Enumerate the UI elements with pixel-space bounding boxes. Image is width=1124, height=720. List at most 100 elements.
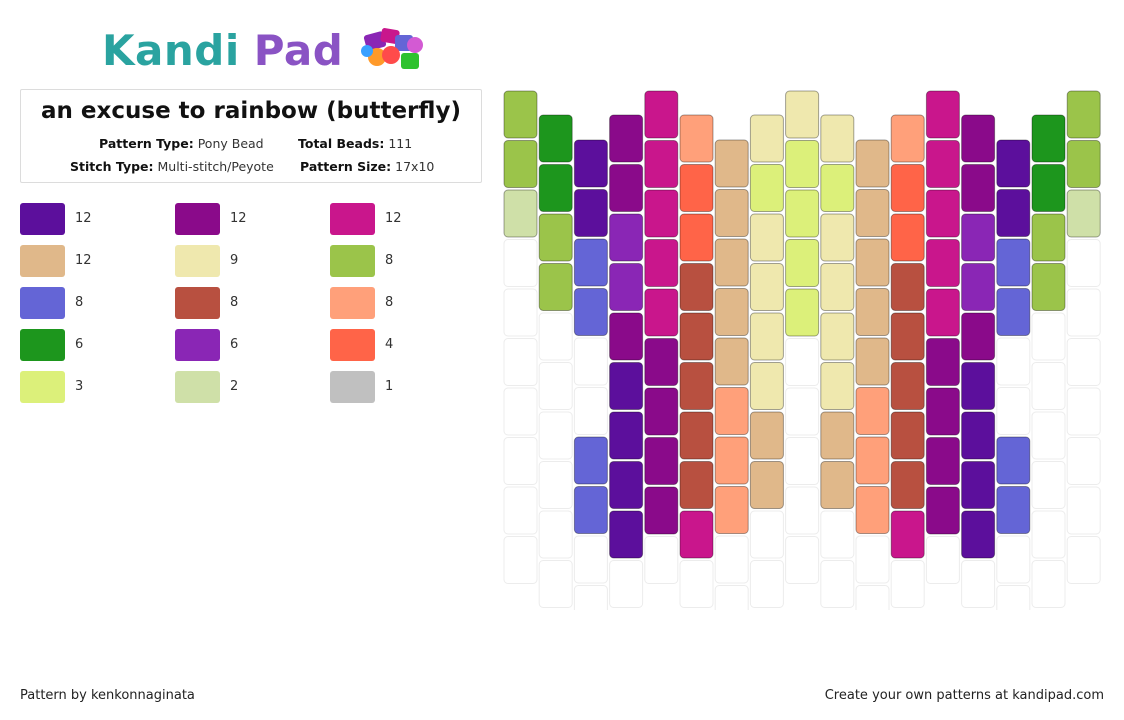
pattern-info-box: an excuse to rainbow (butterfly) Pattern…	[20, 89, 482, 183]
kandipad-link[interactable]: Create your own patterns at kandipad.com	[824, 688, 1104, 703]
bead	[925, 486, 960, 535]
bead	[996, 189, 1031, 237]
legend-swatch	[20, 203, 65, 235]
legend-swatch	[20, 371, 65, 403]
legend-swatch	[175, 203, 220, 235]
empty-bead	[714, 585, 749, 610]
bead	[609, 263, 644, 311]
bead	[785, 189, 820, 238]
bead	[749, 411, 784, 460]
bead	[749, 263, 784, 311]
bead	[785, 239, 820, 287]
bead	[961, 263, 996, 311]
empty-bead	[503, 387, 538, 436]
empty-bead	[749, 560, 784, 608]
legend-swatch	[20, 245, 65, 277]
bead	[855, 337, 890, 386]
bead	[749, 362, 784, 410]
bead	[925, 239, 960, 287]
empty-bead	[1031, 362, 1066, 410]
empty-bead	[1031, 560, 1066, 608]
pattern-type: Pattern Type: Pony Bead	[99, 136, 264, 151]
empty-bead	[925, 536, 960, 584]
bead	[1031, 164, 1066, 212]
bead	[925, 288, 960, 337]
bead-pattern-grid	[503, 90, 1101, 610]
bead	[714, 288, 749, 336]
bead	[714, 387, 749, 435]
bead	[679, 213, 714, 262]
bead	[925, 90, 960, 139]
legend-swatch	[175, 371, 220, 403]
pattern-size-value: 17x10	[395, 159, 435, 174]
bead	[785, 288, 820, 337]
empty-bead	[644, 536, 679, 584]
bead	[609, 510, 644, 559]
empty-bead	[961, 560, 996, 608]
bead	[1066, 90, 1101, 139]
bead	[749, 114, 784, 163]
legend-count: 6	[75, 337, 84, 352]
bead	[890, 263, 925, 311]
legend-count: 6	[230, 337, 239, 352]
bead	[890, 114, 925, 163]
bead	[503, 189, 538, 238]
bead	[644, 437, 679, 485]
empty-bead	[538, 362, 573, 410]
bead	[1066, 189, 1101, 238]
legend-swatch	[20, 287, 65, 319]
legend-swatch	[330, 245, 375, 277]
bead	[820, 263, 855, 311]
bead	[925, 338, 960, 386]
bead	[573, 238, 608, 287]
empty-bead	[749, 510, 784, 559]
bead	[996, 288, 1031, 336]
bead	[961, 362, 996, 410]
bead	[609, 461, 644, 509]
bead	[855, 486, 890, 534]
empty-bead	[1066, 239, 1101, 287]
bead	[679, 312, 714, 361]
legend-count: 3	[75, 379, 84, 394]
pattern-title: an excuse to rainbow (butterfly)	[41, 98, 461, 124]
empty-bead	[1066, 437, 1101, 485]
bead	[679, 461, 714, 509]
empty-bead	[503, 288, 538, 337]
beads-icon	[361, 28, 424, 69]
empty-bead	[609, 560, 644, 608]
empty-bead	[1066, 536, 1101, 584]
legend-count: 12	[385, 211, 402, 226]
bead	[820, 114, 855, 163]
bead	[714, 139, 749, 188]
empty-bead	[855, 535, 890, 584]
empty-bead	[785, 536, 820, 584]
bead	[573, 436, 608, 485]
legend-count: 2	[230, 379, 239, 394]
total-beads-value: 111	[388, 136, 413, 151]
empty-bead	[820, 560, 855, 608]
empty-bead	[996, 535, 1031, 584]
bead	[609, 411, 644, 460]
stitch-type-value: Multi-stitch/Peyote	[157, 159, 274, 174]
bead	[644, 288, 679, 337]
bead	[890, 362, 925, 410]
empty-bead	[1066, 387, 1101, 436]
bead	[679, 263, 714, 311]
bead	[714, 238, 749, 287]
empty-bead	[1066, 288, 1101, 337]
bead	[820, 411, 855, 460]
bead	[538, 213, 573, 262]
empty-bead	[538, 560, 573, 608]
bead	[573, 486, 608, 534]
empty-bead	[1066, 338, 1101, 386]
bead	[644, 90, 679, 139]
stitch-type: Stitch Type: Multi-stitch/Peyote	[70, 159, 274, 174]
bead	[1031, 114, 1066, 163]
bead	[573, 189, 608, 237]
bead	[1066, 140, 1101, 188]
empty-bead	[538, 411, 573, 460]
bead	[855, 288, 890, 336]
empty-bead	[679, 560, 714, 608]
bead	[925, 140, 960, 188]
empty-bead	[1031, 510, 1066, 559]
